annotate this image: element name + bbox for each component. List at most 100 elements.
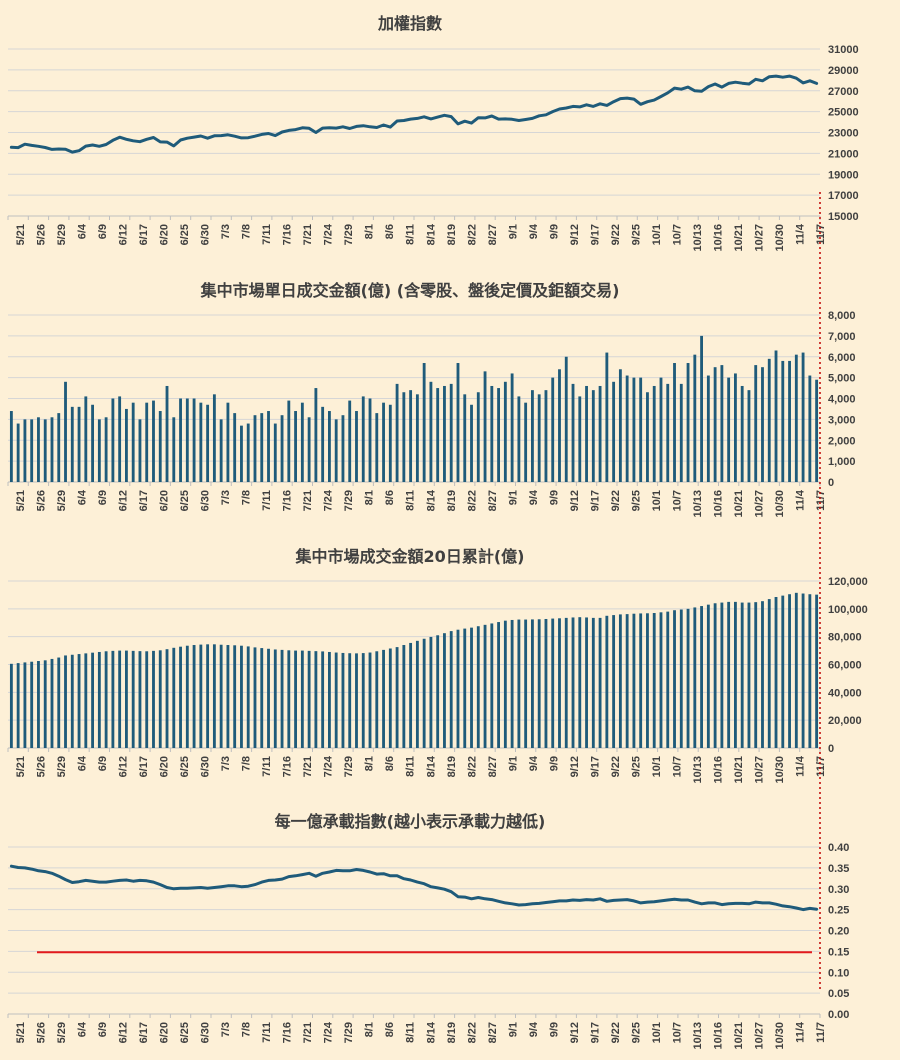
data-bar [727,377,731,482]
data-bar [97,419,101,482]
data-bar [158,650,162,748]
data-point [85,145,87,147]
data-point [531,117,534,120]
data-bar [639,377,643,482]
data-bar [443,385,446,482]
data-point [734,81,737,83]
data-bar [591,617,595,748]
data-point [186,137,188,139]
data-point [315,875,317,877]
data-bar [409,390,413,482]
x-tick-label: 10/27 [753,756,765,784]
data-point [761,80,764,82]
x-tick-label: 6/17 [138,224,150,245]
data-point [518,904,520,906]
data-point [558,108,561,110]
x-tick-label: 6/30 [200,224,212,245]
data-point [274,135,276,137]
data-bar [449,383,453,482]
data-point [125,879,128,881]
data-bar [740,385,744,482]
data-point [288,129,290,132]
data-point [606,900,608,902]
data-bar [706,375,710,482]
data-bar [767,358,771,482]
x-tick-label: 5/26 [36,1022,48,1043]
data-point [497,118,500,120]
data-bar [124,408,128,482]
data-bar [91,652,95,748]
data-bar [700,335,704,482]
x-tick-label: 8/1 [364,756,376,771]
x-tick-label: 10/27 [753,490,765,518]
data-point [213,135,215,137]
x-tick-label: 7/24 [323,1021,335,1043]
x-tick-label: 9/17 [589,1022,601,1043]
data-bar [388,404,392,482]
data-bar [429,636,433,748]
data-bar [300,402,304,482]
data-point [37,145,40,147]
index-chart-title: 加權指數 [377,14,442,33]
data-bar [443,633,446,748]
data-bar [706,604,710,748]
data-bar [605,615,609,748]
data-bar [233,413,237,482]
x-tick-label: 8/27 [487,490,499,511]
data-bar [490,623,494,748]
x-tick-label: 6/9 [97,756,109,771]
data-bar [761,367,764,482]
data-point [24,143,26,145]
x-tick-label: 10/30 [774,1022,786,1050]
data-bar [463,394,467,482]
data-bar [152,400,155,482]
daily-volume-chart-title: 集中市場單日成交金額(億) (含零股、盤後定價及鉅額交易) [200,281,620,300]
data-point [234,135,236,137]
data-point [552,111,554,113]
data-point [734,902,737,904]
data-point [31,144,33,147]
data-point [538,115,540,117]
data-point [112,139,114,141]
data-point [694,901,696,903]
data-point [430,886,432,888]
data-bar [415,394,419,482]
data-bar [571,617,575,748]
data-bar [341,415,345,482]
data-bar [801,593,805,748]
x-tick-label: 10/21 [733,756,745,784]
y-tick-label: 6,000 [828,352,856,364]
x-tick-label: 11/7 [815,490,827,511]
data-bar [503,620,507,748]
data-point [132,880,134,882]
x-tick-label: 11/4 [794,755,806,777]
data-point [680,899,682,901]
x-tick-label: 6/25 [179,490,191,511]
data-bar [30,419,34,482]
x-tick-label: 10/16 [712,224,724,252]
data-point [382,873,385,875]
data-point [91,880,94,882]
data-bar [341,652,345,748]
data-bar [713,367,717,482]
data-bar [212,644,216,748]
data-point [457,123,459,125]
data-bar [598,385,602,482]
data-point [579,899,581,902]
x-tick-label: 9/1 [507,224,519,239]
data-bar [192,398,196,482]
x-tick-label: 7/29 [343,1022,355,1043]
data-point [680,88,682,90]
y-tick-label: 0 [828,743,834,755]
data-point [653,99,655,101]
x-tick-label: 9/9 [548,490,560,505]
data-bar [273,423,277,482]
data-point [159,141,161,143]
data-bar [639,613,643,748]
data-bar [395,383,399,482]
data-bar [530,390,534,482]
data-bar [145,651,149,748]
data-bar [558,369,561,482]
y-tick-label: 0.40 [828,842,849,854]
data-bar [578,617,582,748]
